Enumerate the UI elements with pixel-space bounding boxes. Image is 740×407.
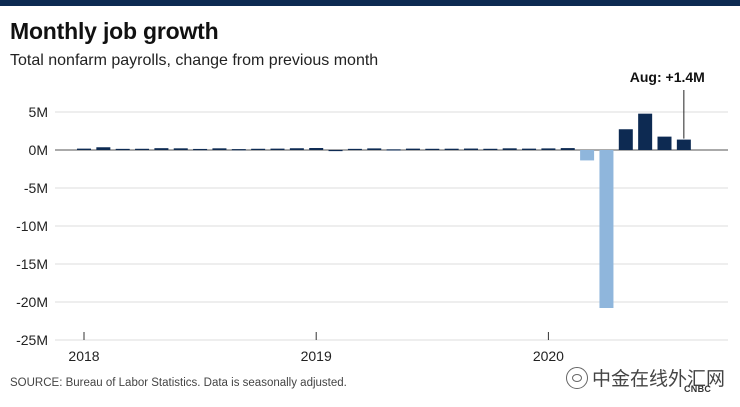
chart-subtitle: Total nonfarm payrolls, change from prev… [10, 52, 379, 69]
y-tick-label: -25M [16, 332, 48, 348]
x-tick-label: 2020 [533, 348, 564, 364]
bar [154, 148, 169, 150]
bar [560, 148, 575, 150]
x-tick-label: 2018 [68, 348, 99, 364]
bar [77, 148, 91, 150]
annotation-label: Aug: +1.4M [630, 69, 705, 85]
bar [212, 148, 227, 150]
chart-title: Monthly job growth [10, 18, 219, 44]
bar [193, 148, 208, 151]
source-note: SOURCE: Bureau of Labor Statistics. Data… [10, 377, 347, 389]
bar [289, 148, 304, 150]
bar [231, 149, 246, 151]
bar [444, 148, 459, 150]
bar [599, 150, 614, 309]
watermark-text: 中金在线外汇网 [592, 368, 726, 390]
bar [502, 148, 517, 150]
bar [405, 148, 420, 150]
bar [618, 129, 633, 150]
bar [309, 148, 324, 150]
bar [328, 149, 343, 152]
bar [464, 148, 478, 150]
watermark: 中金在线外汇网 [566, 364, 725, 391]
bar [270, 148, 285, 150]
bar [580, 150, 595, 161]
y-tick-label: 0M [29, 142, 48, 158]
bar [367, 148, 382, 150]
bar [483, 148, 498, 150]
y-tick-label: -5M [24, 180, 48, 196]
bar [386, 149, 401, 151]
y-tick-label: -15M [16, 256, 48, 272]
bar [676, 139, 691, 150]
bar [347, 148, 362, 151]
bar [173, 148, 188, 150]
bar [251, 148, 266, 150]
y-tick-label: -20M [16, 294, 48, 310]
wechat-icon [566, 366, 588, 389]
y-tick-label: -10M [16, 218, 48, 234]
bar [657, 136, 672, 150]
bar [115, 148, 130, 151]
x-tick-label: 2019 [301, 348, 332, 364]
bar [522, 148, 537, 150]
bar [425, 148, 440, 150]
bar [135, 148, 150, 150]
bar [638, 113, 653, 150]
bar [541, 148, 556, 150]
y-tick-label: 5M [29, 104, 48, 120]
cnbc-logo: CNBC [684, 384, 712, 394]
top-accent-bar [0, 0, 740, 6]
bar [96, 147, 111, 150]
